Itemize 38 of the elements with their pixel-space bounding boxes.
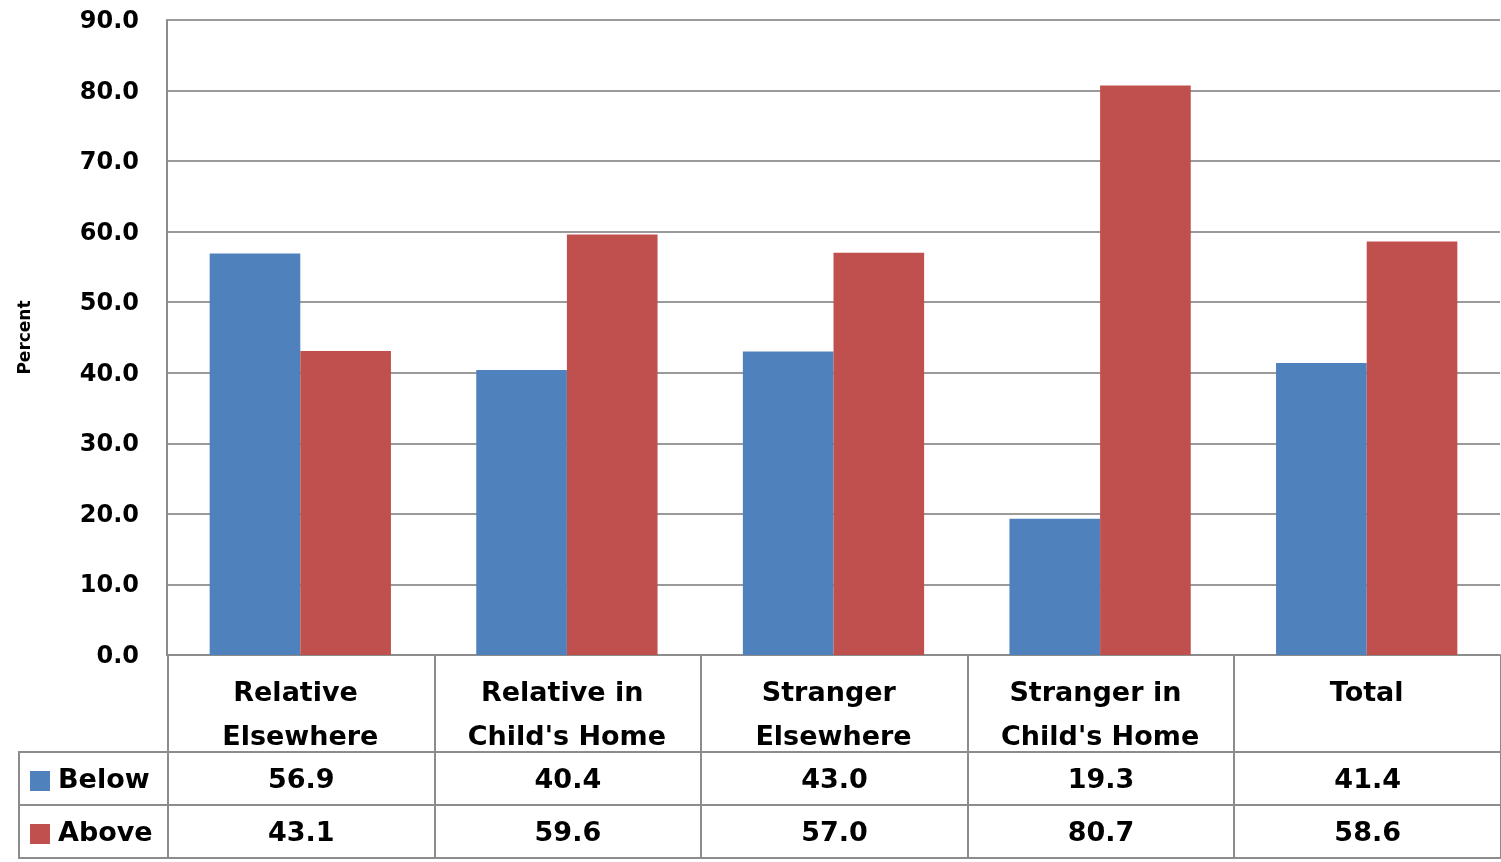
text: 19.3: [1067, 763, 1135, 794]
y-tick-label: 0.0: [96, 641, 139, 669]
text: 43.1: [267, 816, 335, 847]
y-tick-label: 10.0: [79, 570, 139, 599]
y-tick-label: 60.0: [79, 217, 139, 246]
text: 59.6: [534, 816, 602, 847]
text: 58.6: [1334, 816, 1401, 847]
bar: [1366, 241, 1458, 655]
legend-label: Below: [19, 752, 168, 805]
x-tick-label: Stranger in Child's Home: [1001, 675, 1200, 751]
text: 43.0: [801, 763, 868, 794]
y-tick-label: 50.0: [79, 288, 139, 317]
bar: [300, 350, 391, 655]
x-tick-label: Relative in Child's Home: [467, 675, 666, 751]
bar: [1009, 518, 1101, 655]
y-tick-label: 70.0: [79, 147, 139, 176]
bar: [209, 253, 301, 655]
y-tick-label: 40.0: [79, 358, 139, 387]
y-tick-label: 20.0: [79, 499, 139, 528]
bar: [742, 351, 834, 655]
y-tick-label: 90.0: [79, 6, 139, 34]
text: 41.4: [1334, 763, 1401, 794]
bar: [1276, 362, 1367, 655]
bar: [476, 369, 567, 655]
x-tick-label: Relative Elsewhere: [222, 675, 379, 751]
bar: [833, 252, 925, 655]
y-tick-label: 30.0: [79, 429, 139, 458]
text: 56.9: [267, 763, 335, 794]
text: 40.4: [534, 763, 602, 794]
y-tick-label: 80.0: [79, 76, 139, 105]
text: 57.0: [801, 816, 868, 847]
bar: [566, 234, 658, 655]
x-tick-label: Stranger Elsewhere: [755, 675, 912, 751]
legend-label: Above: [19, 805, 168, 858]
x-tick-label: Total: [1329, 675, 1404, 707]
text: 80.7: [1067, 816, 1135, 847]
bar: [1100, 85, 1191, 655]
y-axis-title: Percent: [13, 300, 34, 375]
